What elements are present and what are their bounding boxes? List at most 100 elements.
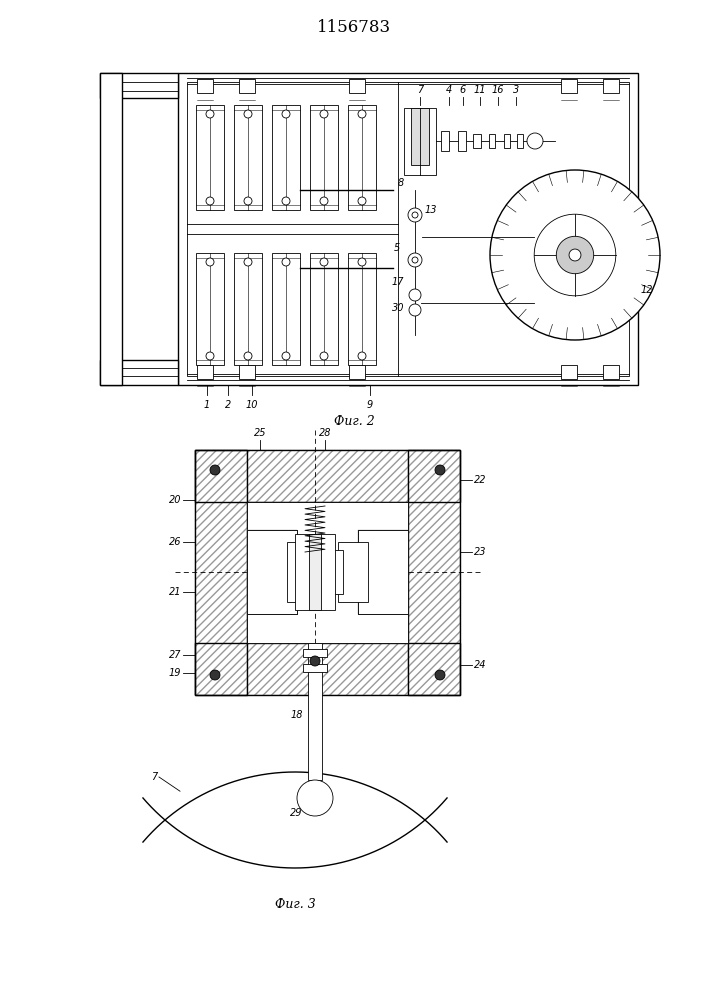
Bar <box>408 450 460 695</box>
Circle shape <box>534 214 616 296</box>
Bar <box>349 79 365 93</box>
Text: 24: 24 <box>474 660 486 670</box>
Bar <box>312 550 332 594</box>
Circle shape <box>435 465 445 475</box>
Bar <box>247 530 297 614</box>
Text: 20: 20 <box>168 495 181 505</box>
Bar <box>338 542 368 602</box>
Bar <box>473 134 481 148</box>
Bar <box>441 131 449 151</box>
Bar <box>239 79 255 93</box>
Bar <box>195 450 460 502</box>
Bar <box>247 502 408 643</box>
Bar <box>272 253 300 365</box>
Text: 13: 13 <box>425 205 438 215</box>
Bar <box>234 253 262 365</box>
Bar <box>196 253 224 365</box>
Circle shape <box>408 253 422 267</box>
Text: 25: 25 <box>254 428 267 438</box>
Circle shape <box>210 465 220 475</box>
Bar <box>309 534 321 610</box>
Text: 26: 26 <box>168 537 181 547</box>
Bar <box>504 134 510 148</box>
Text: Фиг. 2: Фиг. 2 <box>334 415 375 428</box>
Bar <box>247 530 297 614</box>
Circle shape <box>210 670 220 680</box>
Circle shape <box>206 197 214 205</box>
Circle shape <box>435 670 445 680</box>
Text: 22: 22 <box>474 475 486 485</box>
Circle shape <box>244 110 252 118</box>
Text: 11: 11 <box>474 85 486 95</box>
Circle shape <box>206 258 214 266</box>
Text: 7: 7 <box>417 85 423 95</box>
Text: Фиг. 3: Фиг. 3 <box>274 898 315 911</box>
Bar <box>458 131 466 151</box>
Text: 8: 8 <box>398 178 404 188</box>
Bar <box>197 365 213 379</box>
Bar <box>187 82 629 376</box>
Bar <box>358 530 408 614</box>
Text: 3: 3 <box>513 85 519 95</box>
Bar <box>348 253 376 365</box>
Circle shape <box>310 656 320 666</box>
Bar <box>100 73 122 385</box>
Bar <box>348 105 376 210</box>
Circle shape <box>244 258 252 266</box>
Circle shape <box>412 212 418 218</box>
Bar <box>310 556 326 588</box>
Bar <box>239 365 255 379</box>
Text: 18: 18 <box>291 710 303 720</box>
Bar <box>561 79 577 93</box>
Text: 1156783: 1156783 <box>317 19 391 36</box>
Circle shape <box>282 110 290 118</box>
Circle shape <box>569 249 581 261</box>
Circle shape <box>358 197 366 205</box>
Circle shape <box>409 289 421 301</box>
Bar <box>272 105 300 210</box>
Bar <box>195 450 247 695</box>
Bar <box>178 73 638 385</box>
Bar <box>310 105 338 210</box>
Circle shape <box>297 780 333 816</box>
Circle shape <box>556 236 594 274</box>
Bar <box>358 530 408 614</box>
Bar <box>489 134 495 148</box>
Circle shape <box>412 257 418 263</box>
Bar <box>603 79 619 93</box>
Text: 30: 30 <box>392 303 404 313</box>
Bar <box>404 108 436 175</box>
Circle shape <box>358 258 366 266</box>
Bar <box>323 550 343 594</box>
Bar <box>303 649 327 657</box>
Text: 12: 12 <box>641 285 653 295</box>
Text: 7: 7 <box>151 772 157 782</box>
Bar <box>195 450 460 502</box>
Circle shape <box>490 170 660 340</box>
Text: 19: 19 <box>168 668 181 678</box>
Bar <box>349 365 365 379</box>
Text: 9: 9 <box>367 400 373 410</box>
Circle shape <box>206 352 214 360</box>
Circle shape <box>409 304 421 316</box>
Text: 1: 1 <box>204 400 210 410</box>
Text: 10: 10 <box>246 400 258 410</box>
Bar <box>561 365 577 379</box>
Circle shape <box>282 352 290 360</box>
Text: 29: 29 <box>290 808 303 818</box>
Bar <box>234 105 262 210</box>
Bar <box>303 664 327 672</box>
Circle shape <box>244 197 252 205</box>
Text: 28: 28 <box>319 428 332 438</box>
Bar <box>411 108 429 165</box>
Bar <box>358 530 408 614</box>
Bar <box>329 556 345 588</box>
Circle shape <box>206 110 214 118</box>
Circle shape <box>320 197 328 205</box>
Bar <box>603 365 619 379</box>
Circle shape <box>244 352 252 360</box>
Bar <box>100 73 178 98</box>
Bar <box>310 253 338 365</box>
Bar <box>195 643 460 695</box>
Text: 27: 27 <box>168 650 181 660</box>
